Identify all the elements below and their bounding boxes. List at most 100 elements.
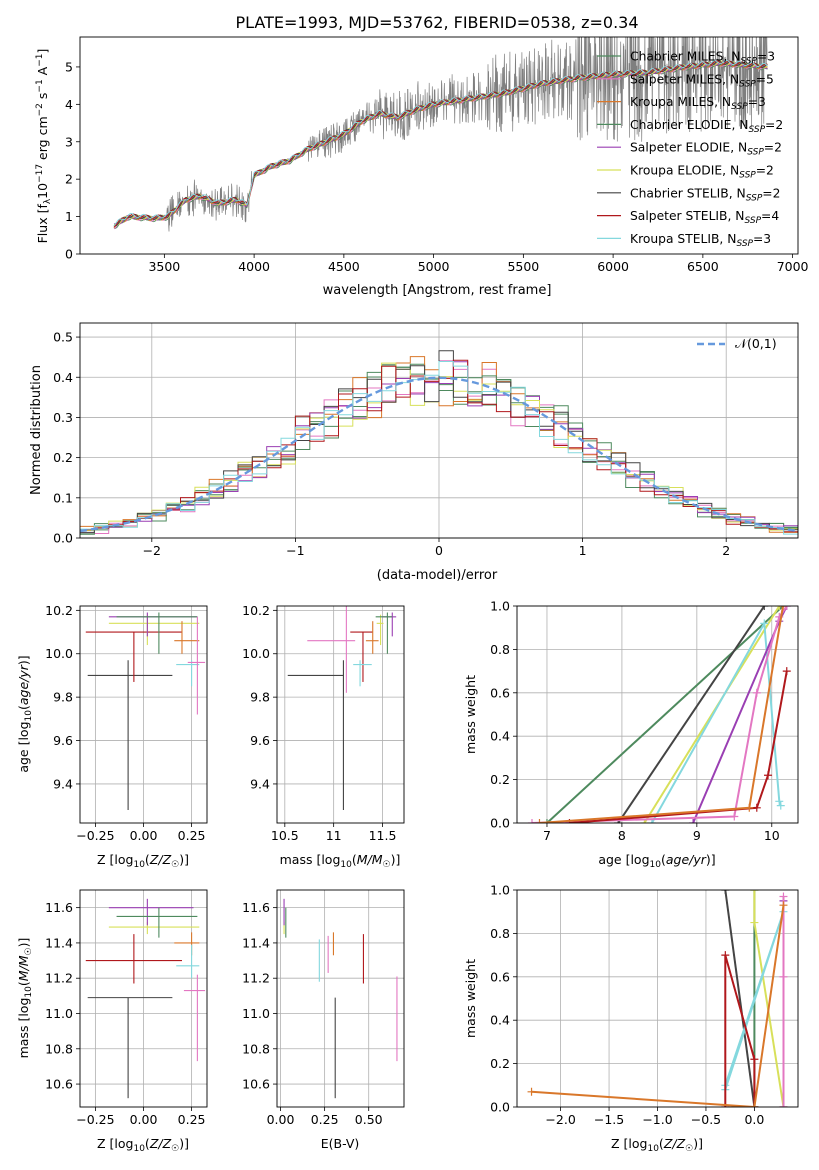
x-axis-label: Z [log10(Z/Z☉)]: [611, 1136, 703, 1154]
x-tick-label: −0.25: [76, 1112, 114, 1127]
y-tick-label: 9.4: [53, 776, 73, 791]
y-tick-label: 4: [65, 97, 73, 112]
label-part: age/yr: [666, 852, 707, 867]
x-tick-label: 0.50: [355, 1112, 383, 1127]
y-tick-label: 0: [65, 247, 73, 262]
weight-marker: [721, 951, 730, 960]
x-tick-label: −0.25: [76, 828, 114, 843]
y-tick-label: 11.2: [45, 971, 73, 986]
y-tick-label: 11.4: [242, 935, 270, 950]
x-axis-label: E(B-V): [321, 1136, 360, 1151]
legend-sub: SSP: [740, 57, 757, 67]
y-tick-label: 10.0: [45, 646, 73, 661]
label-part: Z/Z: [149, 852, 172, 867]
model-line-8: [113, 59, 768, 227]
y-tick-label: 0.2: [53, 450, 73, 465]
label-part: M/M: [357, 852, 383, 867]
legend-prefix: Salpeter STELIB, N: [630, 209, 745, 223]
weight-lines-weight-vs-Z: [527, 890, 788, 1107]
y-label-part: −1: [35, 54, 45, 67]
errorbar-point-0: [87, 997, 173, 1099]
y-tick-label: 10.8: [45, 1041, 73, 1056]
errorbar-point-6: [353, 660, 372, 687]
legend-entry-6: Chabrier STELIB, NSSP=2: [630, 186, 780, 203]
y-label-part: λ: [43, 198, 53, 204]
errorbars-age-vs-Z: [85, 612, 206, 810]
axes-frame: [79, 36, 799, 255]
x-tick-label: −1: [286, 543, 304, 558]
axes-weight-vs-age: 7 8 9 10 0.0 0.2 0.4 0.6 0.8 1.0 mass weight age [l…: [463, 599, 799, 870]
legend-suffix: =2: [764, 141, 782, 155]
errorbar-point-6: [176, 944, 200, 979]
y-tick-label: 10.6: [242, 1077, 270, 1092]
weight-line-2: [643, 606, 781, 823]
x-tick-label: 7000: [777, 259, 809, 274]
y-tick-label: 10.6: [45, 1077, 73, 1092]
weight-marker: [750, 1055, 759, 1064]
legend-suffix: =5: [756, 72, 774, 86]
y-tick-label: 11.0: [45, 1006, 73, 1021]
errorbar-point-2: [108, 921, 200, 935]
y-tick-label: 9.6: [250, 733, 270, 748]
x-tick-label: −1.0: [642, 1112, 672, 1127]
page-title: PLATE=1993, MJD=53762, FIBERID=0538, z=0…: [235, 13, 638, 32]
weight-line-0: [546, 606, 784, 823]
x-tick-label: 11.5: [369, 828, 397, 843]
axes-frame: [79, 322, 799, 539]
x-tick-label: −1.5: [594, 1112, 624, 1127]
legend-prefix: Kroupa ELODIE, N: [630, 164, 739, 178]
errorbar-point-7: [307, 606, 356, 693]
axes-frame: [276, 889, 405, 1108]
legend-sub: SSP: [739, 79, 756, 89]
errorbar-point-1: [85, 934, 182, 984]
x-tick-label: 0.0: [744, 1112, 764, 1127]
legend-sub: SSP: [736, 239, 753, 249]
legend-entry-2: Kroupa MILES, NSSP=3: [630, 95, 766, 112]
label-part: (: [659, 1136, 664, 1151]
label-part: (: [145, 852, 150, 867]
y-tick-label: 0.5: [53, 330, 73, 345]
x-tick-label: 0.00: [130, 828, 158, 843]
normal-reference-line: [80, 376, 798, 533]
y-tick-label: 0.6: [490, 685, 510, 700]
weight-marker: [527, 819, 536, 823]
label-part: 10: [24, 986, 34, 998]
legend-sub: SSP: [746, 193, 763, 203]
label-part: Z [log: [611, 1136, 647, 1151]
axes-mass-vs-EBV: 0.00 0.25 0.50 10.6 10.8 11.0 11.2 11.4 11.6 E(B-…: [242, 889, 405, 1151]
x-tick-label: 10: [764, 828, 780, 843]
weight-marker: [750, 918, 759, 927]
label-part: Z [log: [97, 852, 133, 867]
label-part: ☉: [171, 860, 179, 870]
weight-marker: [779, 901, 788, 910]
x-tick-label: 0.25: [178, 828, 206, 843]
weight-marker: [779, 606, 788, 610]
y-tick-label: 0.8: [490, 642, 510, 657]
y-tick-label: 2: [65, 172, 73, 187]
weight-marker: [721, 890, 730, 894]
label-part: )]: [706, 852, 716, 867]
y-tick-label: 0.4: [490, 729, 510, 744]
axes-residuals: −2 −1 0 1 2 0.0 0.1 0.2 0.3 0.4 0.5 𝒩(0,1) (data-mod…: [29, 322, 799, 583]
label-part: )]: [391, 852, 401, 867]
weight-marker: [775, 797, 784, 806]
legend-sub: SSP: [748, 125, 765, 135]
weight-marker: [752, 688, 761, 697]
label-part: Z/Z: [663, 1136, 686, 1151]
weight-marker: [752, 803, 761, 812]
label-part: age [log: [16, 721, 31, 772]
x-tick-label: 0.00: [130, 1112, 158, 1127]
y-tick-label: 0.8: [490, 926, 510, 941]
errorbar-point-5: [174, 932, 200, 956]
x-tick-label: 6000: [597, 259, 629, 274]
x-tick-label: 0.25: [178, 1112, 206, 1127]
y-axis-label: Flux [fλ10−17 erg cm−2 s−1 A−1]: [35, 49, 53, 244]
x-tick-label: 2: [722, 543, 730, 558]
label-part: ☉: [24, 947, 34, 955]
x-tick-label: 0.00: [267, 1112, 295, 1127]
legend-prefix: Kroupa MILES, N: [630, 95, 731, 109]
legend-sub: SSP: [745, 216, 762, 226]
errorbar-point-5: [365, 621, 379, 654]
x-tick-label: −0.5: [691, 1112, 721, 1127]
label-part: mass [log: [280, 852, 341, 867]
